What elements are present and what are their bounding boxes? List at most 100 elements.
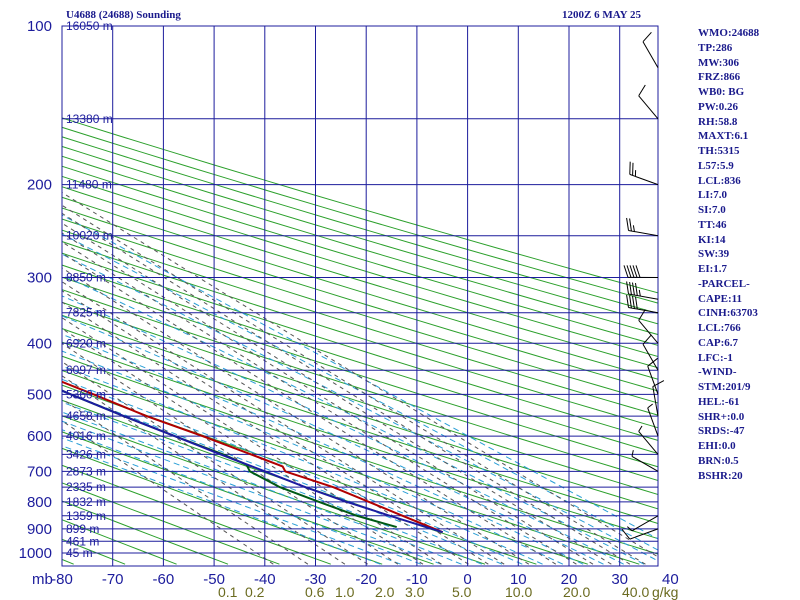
mixing-ratio-label: 1.0 [335, 584, 355, 600]
moist-adiabat-line [62, 411, 462, 565]
height-label: 8850 m [66, 270, 106, 284]
height-label: 2335 m [66, 480, 106, 494]
moist-adiabat-line [62, 365, 543, 565]
index-item: SHR+:0.0 [698, 410, 745, 423]
height-label: 5360 m [66, 387, 106, 401]
index-item: SRDS:-47 [698, 425, 745, 438]
moist-adiabat-line [62, 420, 442, 565]
wind-barb-staff [629, 528, 659, 540]
dry-adiabat-line [62, 218, 658, 404]
dry-adiabat-line [62, 314, 658, 510]
wind-barb-staff [629, 173, 659, 186]
height-label: 2873 m [66, 464, 106, 478]
dry-adiabat-line [62, 196, 658, 380]
dry-adiabat-line [62, 264, 658, 455]
wind-barb-staff [638, 319, 659, 344]
stability-indices-panel: WMO:24688 TP:286 MW:306 FRZ:866 WB0: BG PW:0.… [698, 26, 798, 483]
moist-adiabat-line [62, 333, 584, 565]
mixing-ratio-line [62, 204, 646, 565]
mixing-ratio-line [62, 342, 399, 565]
index-item: LI:7.0 [698, 189, 728, 202]
mixing-ratio-label: 0.6 [305, 584, 325, 600]
index-item: TP:286 [698, 41, 733, 54]
index-item: -WIND- [698, 366, 737, 379]
dry-adiabat-line [62, 207, 658, 392]
mixing-ratio-label: 0.1 [218, 584, 238, 600]
index-item: PW:0.26 [698, 100, 739, 113]
pressure-tick-label: 200 [27, 177, 52, 194]
series-layer [62, 380, 444, 534]
index-item: SI:7.0 [698, 204, 726, 216]
pressure-tick-label: 500 [27, 386, 52, 403]
dry-adiabat-line [62, 126, 658, 304]
dry-adiabat-line [62, 186, 658, 369]
wind-barb-half-flag [647, 403, 654, 409]
plot-frame [61, 25, 659, 567]
index-item: L57:5.9 [698, 159, 734, 172]
index-item: BRN:0.5 [698, 454, 739, 467]
wind-barb-flag [635, 296, 638, 310]
height-label: 45 m [66, 546, 93, 560]
wind-barb-staff [638, 95, 659, 120]
temperature-profile-line [62, 380, 444, 534]
height-label: 1359 m [66, 509, 106, 523]
wind-barb-flag [632, 265, 638, 278]
wind-barb-flag [629, 265, 635, 278]
index-item: CAP:6.7 [698, 336, 739, 349]
temperature-tick-label: -50 [203, 571, 225, 588]
moist-adiabat-line [62, 378, 523, 565]
temperature-tick-label: -30 [305, 571, 327, 588]
dry-adiabat-line [62, 415, 486, 565]
wind-barb-flag [632, 282, 635, 296]
dry-adiabat-line [62, 276, 658, 468]
wind-barb-half-flag [638, 425, 643, 432]
wind-barbs-layer [621, 31, 665, 540]
mixing-ratio-unit-label: g/kg [652, 584, 678, 600]
wind-barb-half-flag [632, 225, 635, 232]
index-item: SW:39 [698, 248, 730, 261]
wind-barb-flag [626, 265, 632, 278]
dewpoint-profile-line [62, 389, 397, 529]
pressure-tick-label: 800 [27, 494, 52, 511]
temperature-tick-label: -80 [51, 571, 73, 588]
temperature-tick-label: 20 [561, 571, 578, 588]
moist-adiabat-line [62, 274, 645, 565]
wind-barb-half-flag [626, 526, 633, 532]
height-label: 6097 m [66, 363, 106, 377]
wind-barb-flag [623, 265, 629, 278]
mixing-ratio-line [62, 301, 469, 565]
temperature-tick-label: -70 [102, 571, 124, 588]
dry-adiabat-line [62, 117, 658, 294]
index-item: KI:14 [698, 233, 726, 246]
wind-barb-half-flag [631, 450, 634, 457]
wind-barb-staff [631, 455, 659, 472]
dry-adiabat-line [62, 431, 434, 565]
index-item: STM:201/9 [698, 381, 751, 393]
dry-adiabat-line [0, 14, 22, 564]
moist-adiabat-line [62, 445, 381, 565]
index-item: CAPE:11 [698, 292, 742, 305]
dry-adiabat-line [62, 384, 588, 565]
height-label: 4016 m [66, 429, 106, 443]
temperature-tick-label: -60 [153, 571, 175, 588]
wind-barb-staff [628, 307, 659, 314]
pressure-tick-label: 100 [27, 18, 52, 35]
height-label: 4658 m [66, 409, 106, 423]
dry-adiabat-line [62, 341, 658, 540]
index-item: MAXT:6.1 [698, 130, 749, 143]
dry-adiabat-line [62, 355, 658, 555]
wind-barb-flag [632, 295, 635, 309]
index-item: TH:5315 [698, 145, 740, 157]
mixing-ratio-label: 40.0 [622, 584, 649, 600]
wind-barb-flag [647, 357, 658, 367]
wind-barb-flag [629, 218, 632, 232]
wind-barb-flag [635, 283, 638, 296]
dry-adiabat-line [62, 301, 658, 495]
moist-adiabat-line [62, 315, 604, 565]
height-label: 1832 m [66, 495, 106, 509]
wind-barb-staff [642, 41, 659, 68]
wind-barb-flag [635, 265, 641, 278]
pressure-tick-label: 1000 [19, 545, 52, 562]
